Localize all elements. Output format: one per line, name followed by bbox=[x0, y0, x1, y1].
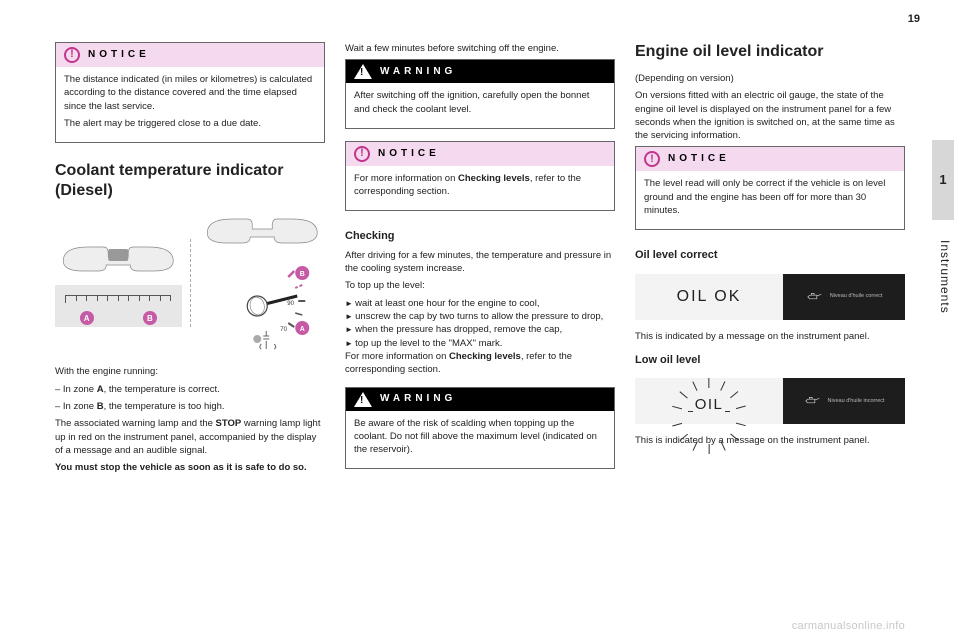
dashboard-shape-icon bbox=[55, 239, 182, 279]
warning-box-bonnet: WARNING After switching off the ignition… bbox=[345, 59, 615, 129]
column-3: Engine oil level indicator (Depending on… bbox=[635, 42, 905, 610]
warning-icon bbox=[354, 64, 372, 79]
oil-low-heading: Low oil level bbox=[635, 353, 905, 368]
notice-title: NOTICE bbox=[378, 147, 440, 161]
oil-low-text: OIL bbox=[693, 394, 726, 415]
topup-list: wait at least one hour for the engine to… bbox=[345, 297, 615, 350]
oil-low-display: OIL Niveau d'huile incorrect bbox=[635, 378, 905, 424]
chapter-label: Instruments bbox=[936, 240, 953, 314]
watermark: carmanualsonline.info bbox=[792, 619, 905, 634]
notice-checking-levels: For more information on Checking levels,… bbox=[354, 172, 606, 199]
topup-item-2: unscrew the cap by two turns to allow th… bbox=[345, 310, 615, 323]
page-number: 19 bbox=[908, 12, 920, 27]
zone-a-line: – In zone A, the temperature is correct. bbox=[55, 383, 325, 396]
column-2: Wait a few minutes before switching off … bbox=[345, 42, 615, 610]
notice-p1: The distance indicated (in miles or kilo… bbox=[64, 73, 316, 113]
oil-can-icon bbox=[806, 292, 824, 302]
content-columns: ! NOTICE The distance indicated (in mile… bbox=[55, 42, 905, 610]
oil-ok-display: OIL OK Niveau d'huile correct bbox=[635, 274, 905, 320]
wait-minutes: Wait a few minutes before switching off … bbox=[345, 42, 615, 55]
dashboard-shape-right-icon bbox=[199, 211, 326, 251]
oil-correct-heading: Oil level correct bbox=[635, 248, 905, 263]
notice-p2: The alert may be triggered close to a du… bbox=[64, 117, 316, 130]
oil-ok-sub: Niveau d'huile correct bbox=[830, 293, 883, 301]
notice-icon: ! bbox=[354, 146, 370, 162]
oil-low-right: Niveau d'huile incorrect bbox=[783, 378, 905, 424]
checking-heading: Checking bbox=[345, 229, 615, 244]
warning-icon bbox=[354, 392, 372, 407]
depending-version: (Depending on version) bbox=[635, 72, 905, 85]
checking-intro: After driving for a few minutes, the tem… bbox=[345, 249, 615, 276]
warning-header-2: WARNING bbox=[346, 388, 614, 411]
marker-a: A bbox=[80, 311, 94, 325]
warning-title: WARNING bbox=[380, 65, 456, 79]
notice-box-distance: ! NOTICE The distance indicated (in mile… bbox=[55, 42, 325, 143]
notice-level-read-text: The level read will only be correct if t… bbox=[644, 177, 896, 217]
topup-item-4: top up the level to the "MAX" mark. bbox=[345, 337, 615, 350]
gauge-illustration: A B bbox=[55, 211, 325, 355]
coolant-title: Coolant temperature indicator (Diesel) bbox=[55, 161, 325, 201]
warn-lamp-line: The associated warning lamp and the STOP… bbox=[55, 417, 325, 457]
gauge-right: 90 70 B A bbox=[199, 211, 326, 355]
dial-gauge-icon: 90 70 B A bbox=[199, 251, 326, 351]
engine-running-intro: With the engine running: bbox=[55, 365, 325, 378]
chapter-number: 1 bbox=[939, 171, 946, 189]
bar-gauge: A B bbox=[55, 285, 182, 327]
notice-icon: ! bbox=[64, 47, 80, 63]
notice-header: ! NOTICE bbox=[56, 43, 324, 67]
bar-markers: A B bbox=[55, 311, 182, 325]
zone-b-line: – In zone B, the temperature is too high… bbox=[55, 400, 325, 413]
svg-text:70: 70 bbox=[280, 327, 287, 333]
svg-text:A: A bbox=[299, 326, 304, 333]
svg-text:B: B bbox=[299, 271, 304, 278]
gauge-left: A B bbox=[55, 239, 191, 327]
topup-item-3: when the pressure has dropped, remove th… bbox=[345, 323, 615, 336]
warning-box-scalding: WARNING Be aware of the risk of scalding… bbox=[345, 387, 615, 470]
warning-scalding-text: Be aware of the risk of scalding when to… bbox=[354, 417, 606, 457]
notice-body-3: The level read will only be correct if t… bbox=[636, 171, 904, 229]
must-stop-line: You must stop the vehicle as soon as it … bbox=[55, 461, 325, 474]
marker-b: B bbox=[143, 311, 157, 325]
notice-body-2: For more information on Checking levels,… bbox=[346, 166, 614, 211]
oil-ok-left: OIL OK bbox=[635, 274, 783, 320]
column-1: ! NOTICE The distance indicated (in mile… bbox=[55, 42, 325, 610]
bar-scale bbox=[65, 295, 172, 303]
notice-title: NOTICE bbox=[668, 152, 730, 166]
oil-ok-msg: This is indicated by a message on the in… bbox=[635, 330, 905, 343]
warning-header: WARNING bbox=[346, 60, 614, 83]
engine-oil-title: Engine oil level indicator bbox=[635, 42, 905, 62]
oil-ok-right: Niveau d'huile correct bbox=[783, 274, 905, 320]
more-info-checking: For more information on Checking levels,… bbox=[345, 350, 615, 377]
notice-header-3: ! NOTICE bbox=[636, 147, 904, 171]
notice-icon: ! bbox=[644, 151, 660, 167]
oil-burst-icon: OIL bbox=[680, 382, 738, 420]
notice-body: The distance indicated (in miles or kilo… bbox=[56, 67, 324, 142]
notice-title: NOTICE bbox=[88, 48, 150, 62]
topup-intro: To top up the level: bbox=[345, 279, 615, 292]
warning-title: WARNING bbox=[380, 392, 456, 406]
oil-can-icon bbox=[804, 396, 822, 406]
chapter-tab: 1 bbox=[932, 140, 954, 220]
notice-box-checking-levels: ! NOTICE For more information on Checkin… bbox=[345, 141, 615, 212]
warning-body-2: Be aware of the risk of scalding when to… bbox=[346, 411, 614, 469]
oil-low-left: OIL bbox=[635, 378, 783, 424]
topup-item-1: wait at least one hour for the engine to… bbox=[345, 297, 615, 310]
notice-header-2: ! NOTICE bbox=[346, 142, 614, 166]
notice-box-level-read: ! NOTICE The level read will only be cor… bbox=[635, 146, 905, 230]
oil-low-sub: Niveau d'huile incorrect bbox=[828, 398, 885, 406]
warning-body: After switching off the ignition, carefu… bbox=[346, 83, 614, 128]
svg-text:90: 90 bbox=[287, 301, 294, 307]
oil-low-msg: This is indicated by a message on the in… bbox=[635, 434, 905, 447]
warning-bonnet-text: After switching off the ignition, carefu… bbox=[354, 89, 606, 116]
engine-oil-desc: On versions fitted with an electric oil … bbox=[635, 89, 905, 142]
